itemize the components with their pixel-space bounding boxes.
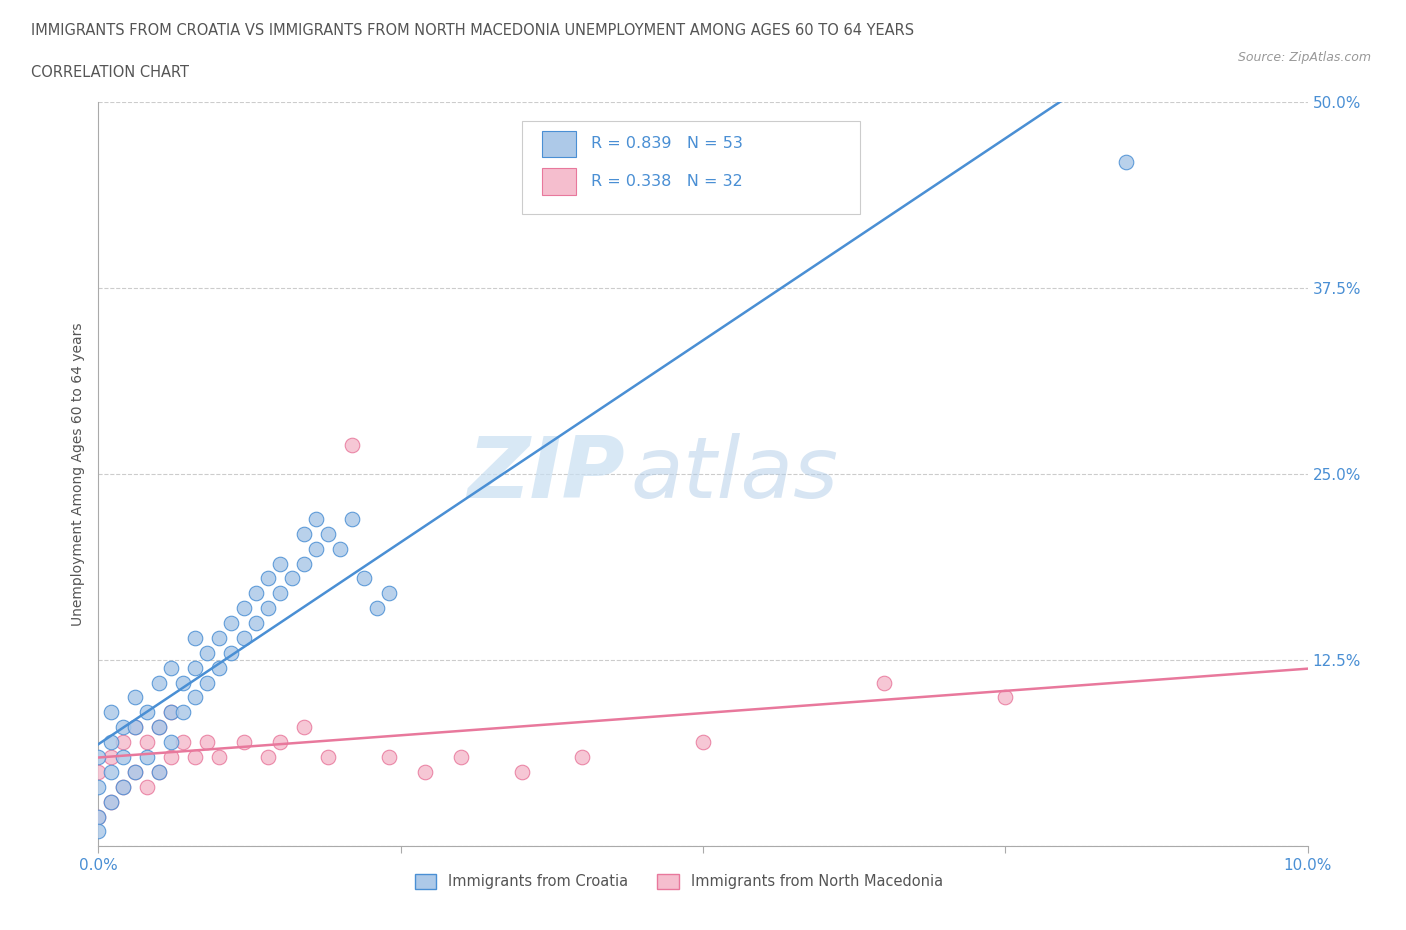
Point (571, 750, 593, 764)
Point (329, 541, 352, 556)
Point (160, 705, 183, 720)
Point (292, 556, 315, 571)
Point (195, 675, 218, 690)
Point (269, 556, 291, 571)
Point (342, 512, 364, 526)
Point (450, 750, 472, 764)
Point (269, 735, 291, 750)
Point (148, 764, 170, 779)
Point (184, 750, 207, 764)
Point (245, 616, 267, 631)
Point (111, 779, 134, 794)
Point (413, 764, 436, 779)
Point (377, 586, 399, 601)
Point (87, 809, 110, 824)
Point (256, 601, 278, 616)
Point (148, 764, 170, 779)
Point (208, 660, 231, 675)
Point (184, 660, 207, 675)
Legend: Immigrants from Croatia, Immigrants from North Macedonia: Immigrants from Croatia, Immigrants from… (409, 868, 949, 895)
Point (184, 690, 207, 705)
Point (160, 735, 183, 750)
Point (692, 735, 714, 750)
Point (87, 824, 110, 839)
Point (316, 526, 339, 541)
Point (124, 720, 146, 735)
Point (87, 764, 110, 779)
Point (135, 750, 157, 764)
Point (305, 512, 328, 526)
Point (100, 735, 122, 750)
Point (342, 437, 364, 452)
Point (221, 645, 243, 660)
Point (353, 571, 375, 586)
Point (160, 705, 183, 720)
Point (172, 675, 194, 690)
Point (100, 794, 122, 809)
Point (100, 750, 122, 764)
Point (100, 794, 122, 809)
Point (245, 586, 267, 601)
Text: IMMIGRANTS FROM CROATIA VS IMMIGRANTS FROM NORTH MACEDONIA UNEMPLOYMENT AMONG AG: IMMIGRANTS FROM CROATIA VS IMMIGRANTS FR… (31, 23, 914, 38)
Point (148, 675, 170, 690)
Point (195, 645, 218, 660)
Point (100, 705, 122, 720)
FancyBboxPatch shape (522, 121, 860, 214)
Point (87, 750, 110, 764)
Point (510, 764, 533, 779)
Point (1115, 154, 1137, 169)
Point (87, 779, 110, 794)
Point (124, 764, 146, 779)
Point (232, 601, 254, 616)
FancyBboxPatch shape (543, 130, 576, 157)
Point (281, 571, 304, 586)
Point (292, 526, 315, 541)
Text: R = 0.839   N = 53: R = 0.839 N = 53 (591, 137, 742, 152)
Text: atlas: atlas (630, 432, 838, 516)
Point (172, 735, 194, 750)
Point (124, 720, 146, 735)
Point (100, 764, 122, 779)
Point (316, 750, 339, 764)
Point (87, 809, 110, 824)
Point (292, 720, 315, 735)
Text: ZIP: ZIP (467, 432, 624, 516)
Point (124, 764, 146, 779)
Point (873, 675, 896, 690)
Text: R = 0.338   N = 32: R = 0.338 N = 32 (591, 174, 742, 189)
Point (269, 586, 291, 601)
Point (208, 750, 231, 764)
Text: Source: ZipAtlas.com: Source: ZipAtlas.com (1237, 51, 1371, 64)
Point (160, 660, 183, 675)
Point (111, 779, 134, 794)
Point (195, 735, 218, 750)
Point (135, 735, 157, 750)
Point (256, 750, 278, 764)
Text: CORRELATION CHART: CORRELATION CHART (31, 65, 188, 80)
Point (994, 690, 1017, 705)
Point (305, 541, 328, 556)
Point (160, 750, 183, 764)
Point (172, 705, 194, 720)
Point (208, 631, 231, 645)
Point (111, 750, 134, 764)
Point (366, 601, 388, 616)
Point (124, 690, 146, 705)
Point (232, 735, 254, 750)
Point (135, 705, 157, 720)
FancyBboxPatch shape (543, 167, 576, 194)
Point (232, 631, 254, 645)
Point (148, 720, 170, 735)
Point (148, 720, 170, 735)
Point (256, 571, 278, 586)
Point (184, 631, 207, 645)
Point (221, 616, 243, 631)
Point (377, 750, 399, 764)
Y-axis label: Unemployment Among Ages 60 to 64 years: Unemployment Among Ages 60 to 64 years (72, 323, 86, 626)
Point (111, 735, 134, 750)
Point (111, 720, 134, 735)
Point (135, 779, 157, 794)
